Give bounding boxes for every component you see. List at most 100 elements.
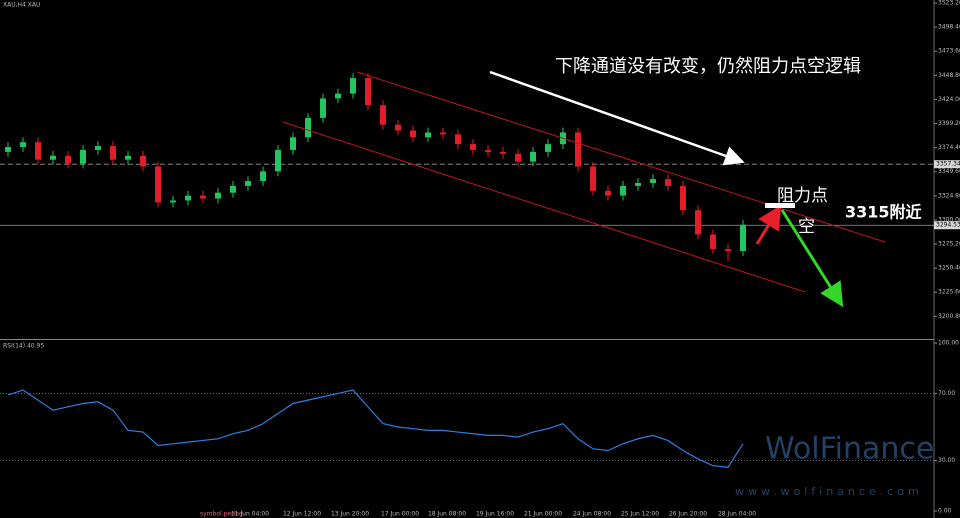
candle-body	[410, 130, 416, 138]
candle-body	[200, 195, 206, 199]
candle-body	[140, 155, 146, 167]
short-label: 空	[798, 217, 815, 237]
candle-body	[695, 210, 701, 235]
candle-body	[740, 224, 746, 252]
x-tick-label: 11 Jun 04:00	[231, 511, 269, 518]
candle-body	[620, 185, 626, 196]
candle-body	[320, 98, 326, 118]
y-tick-label: 0.00	[938, 508, 952, 515]
price-label: 3357.34	[936, 161, 960, 168]
candle-body	[260, 171, 266, 182]
candle-body	[680, 185, 686, 211]
y-tick-label: 30.00	[938, 457, 955, 464]
candle-body	[605, 190, 611, 196]
symbol-period: symbol.period	[200, 511, 243, 518]
y-tick-label: 3300.00	[938, 216, 960, 223]
y-tick-label: 3349.60	[938, 168, 960, 175]
candle-body	[395, 124, 401, 131]
candle-body	[380, 105, 386, 125]
candle-body	[215, 192, 221, 199]
y-tick-label: 100.00	[938, 340, 959, 347]
candle-body	[305, 117, 311, 138]
candle-body	[440, 132, 446, 135]
level-label: 3315附近	[845, 203, 922, 222]
candle-body	[335, 93, 341, 99]
candle-body	[500, 151, 506, 154]
candle-body	[710, 234, 716, 250]
x-tick-label: 13 Jun 20:00	[331, 511, 369, 518]
candle-body	[650, 179, 656, 183]
channel-upper	[356, 71, 886, 243]
candle-body	[5, 147, 11, 152]
y-tick-label: 3250.40	[938, 265, 960, 272]
candle-body	[365, 78, 371, 106]
candle-body	[485, 149, 491, 152]
candle-body	[455, 134, 461, 145]
candle-body	[245, 181, 251, 186]
down-arrow	[780, 209, 844, 308]
rsi-label: RSI(14) 40.95	[3, 343, 44, 350]
symbol-label: XAU,H4 XAU	[3, 2, 40, 9]
y-tick-label: 3275.20	[938, 241, 960, 248]
price-box	[934, 160, 960, 169]
y-tick-label: 3424.00	[938, 96, 960, 103]
candle-body	[725, 249, 731, 252]
y-tick-label: 3523.20	[938, 0, 960, 7]
candle-body	[110, 146, 116, 160]
candle-body	[425, 132, 431, 138]
channel-lower	[282, 121, 806, 293]
candle-body	[545, 144, 551, 152]
candle-body	[530, 151, 536, 162]
y-tick-label: 3399.20	[938, 120, 960, 127]
candle-body	[350, 78, 356, 94]
candle-body	[590, 166, 596, 191]
price-label: 3294.53	[936, 222, 960, 229]
candle-body	[665, 179, 671, 186]
y-tick-label: 3473.60	[938, 48, 960, 55]
candle-body	[50, 155, 56, 160]
candle-body	[230, 185, 236, 193]
up-arrow	[755, 204, 782, 245]
candle-body	[170, 200, 176, 203]
headline: 下降通道没有改变，仍然阻力点空逻辑	[555, 56, 861, 77]
candle-body	[95, 146, 101, 150]
candle-body	[80, 149, 86, 164]
candle-body	[515, 153, 521, 162]
candle-body	[35, 142, 41, 160]
candle-body	[20, 142, 26, 148]
x-tick-label: 28 Jun 04:00	[718, 511, 756, 518]
candle-body	[575, 132, 581, 167]
x-tick-label: 25 Jun 12:00	[621, 511, 659, 518]
price-box	[934, 221, 960, 230]
x-tick-label: 18 Jun 08:00	[428, 511, 466, 518]
candle-body	[155, 166, 161, 203]
y-tick-label: 3225.60	[938, 289, 960, 296]
y-tick-label: 3498.40	[938, 24, 960, 31]
y-tick-label: 3374.40	[938, 144, 960, 151]
candle-body	[635, 182, 641, 186]
candle-body	[470, 144, 476, 150]
x-tick-label: 19 Jun 16:00	[476, 511, 514, 518]
candle-body	[290, 137, 296, 150]
y-tick-label: 70.00	[938, 390, 955, 397]
x-tick-label: 17 Jun 00:00	[381, 511, 419, 518]
y-tick-label: 3324.80	[938, 192, 960, 199]
x-tick-label: 26 Jun 20:00	[669, 511, 707, 518]
rsi-line	[7, 389, 744, 468]
candle-body	[185, 195, 191, 201]
trend-arrow	[489, 70, 745, 166]
x-tick-label: 24 Jun 08:00	[573, 511, 611, 518]
candle-body	[275, 149, 281, 172]
watermark-url: www.wolfinance.com	[735, 485, 923, 498]
resistance-label: 阻力点	[777, 186, 828, 206]
candle-body	[125, 155, 131, 160]
y-tick-label: 3200.80	[938, 313, 960, 320]
x-tick-label: 21 Jun 00:00	[524, 511, 562, 518]
x-tick-label: 12 Jun 12:00	[283, 511, 321, 518]
resistance-bar	[765, 203, 795, 208]
y-tick-label: 3448.80	[938, 72, 960, 79]
candle-body	[65, 155, 71, 164]
watermark-brand: WolFinance	[765, 432, 934, 467]
